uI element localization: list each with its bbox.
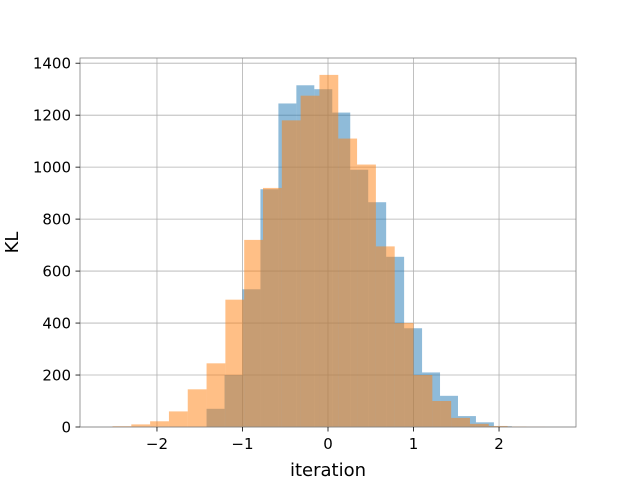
x-axis-ticks: −2 −1 0 1 2 — [146, 427, 504, 453]
histogram-bar — [357, 164, 376, 428]
histogram-bars — [112, 74, 546, 428]
histogram-bar — [168, 411, 188, 427]
histogram-bar — [244, 239, 264, 427]
y-tick-label: 400 — [42, 315, 71, 333]
x-axis-label: iteration — [290, 460, 366, 480]
histogram-bar — [281, 120, 301, 427]
x-tick-label: 2 — [494, 435, 504, 453]
y-tick-label: 1200 — [33, 107, 71, 125]
histogram-bar — [150, 421, 169, 427]
y-tick-label: 1000 — [33, 159, 71, 177]
x-tick-label: −2 — [146, 435, 168, 453]
histogram-bar — [432, 401, 452, 427]
histogram-bar — [394, 323, 414, 427]
x-tick-label: 1 — [409, 435, 419, 453]
histogram-bar — [187, 389, 207, 427]
histogram-bar — [225, 299, 245, 427]
histogram-bar — [469, 423, 489, 427]
histogram-bar — [300, 95, 320, 428]
y-tick-label: 600 — [42, 263, 71, 281]
histogram-bar — [413, 375, 433, 427]
series-1-bars — [112, 74, 546, 428]
x-tick-label: 0 — [323, 435, 333, 453]
y-tick-label: 200 — [42, 367, 71, 385]
histogram-bar — [488, 425, 508, 427]
y-tick-label: 800 — [42, 211, 71, 229]
histogram-bar — [263, 187, 282, 427]
histogram-bar — [131, 424, 151, 427]
y-tick-label: 0 — [61, 419, 71, 437]
histogram-bar — [338, 138, 358, 427]
histogram-bar — [206, 363, 226, 427]
histogram-bar — [451, 417, 470, 427]
histogram-bar — [375, 246, 395, 427]
histogram-bar — [319, 74, 339, 428]
x-tick-label: −1 — [231, 435, 253, 453]
y-axis-label: KL — [2, 232, 23, 254]
y-axis-ticks: 0 200 400 600 800 1000 1200 1400 — [33, 55, 80, 437]
y-tick-label: 1400 — [33, 55, 71, 73]
